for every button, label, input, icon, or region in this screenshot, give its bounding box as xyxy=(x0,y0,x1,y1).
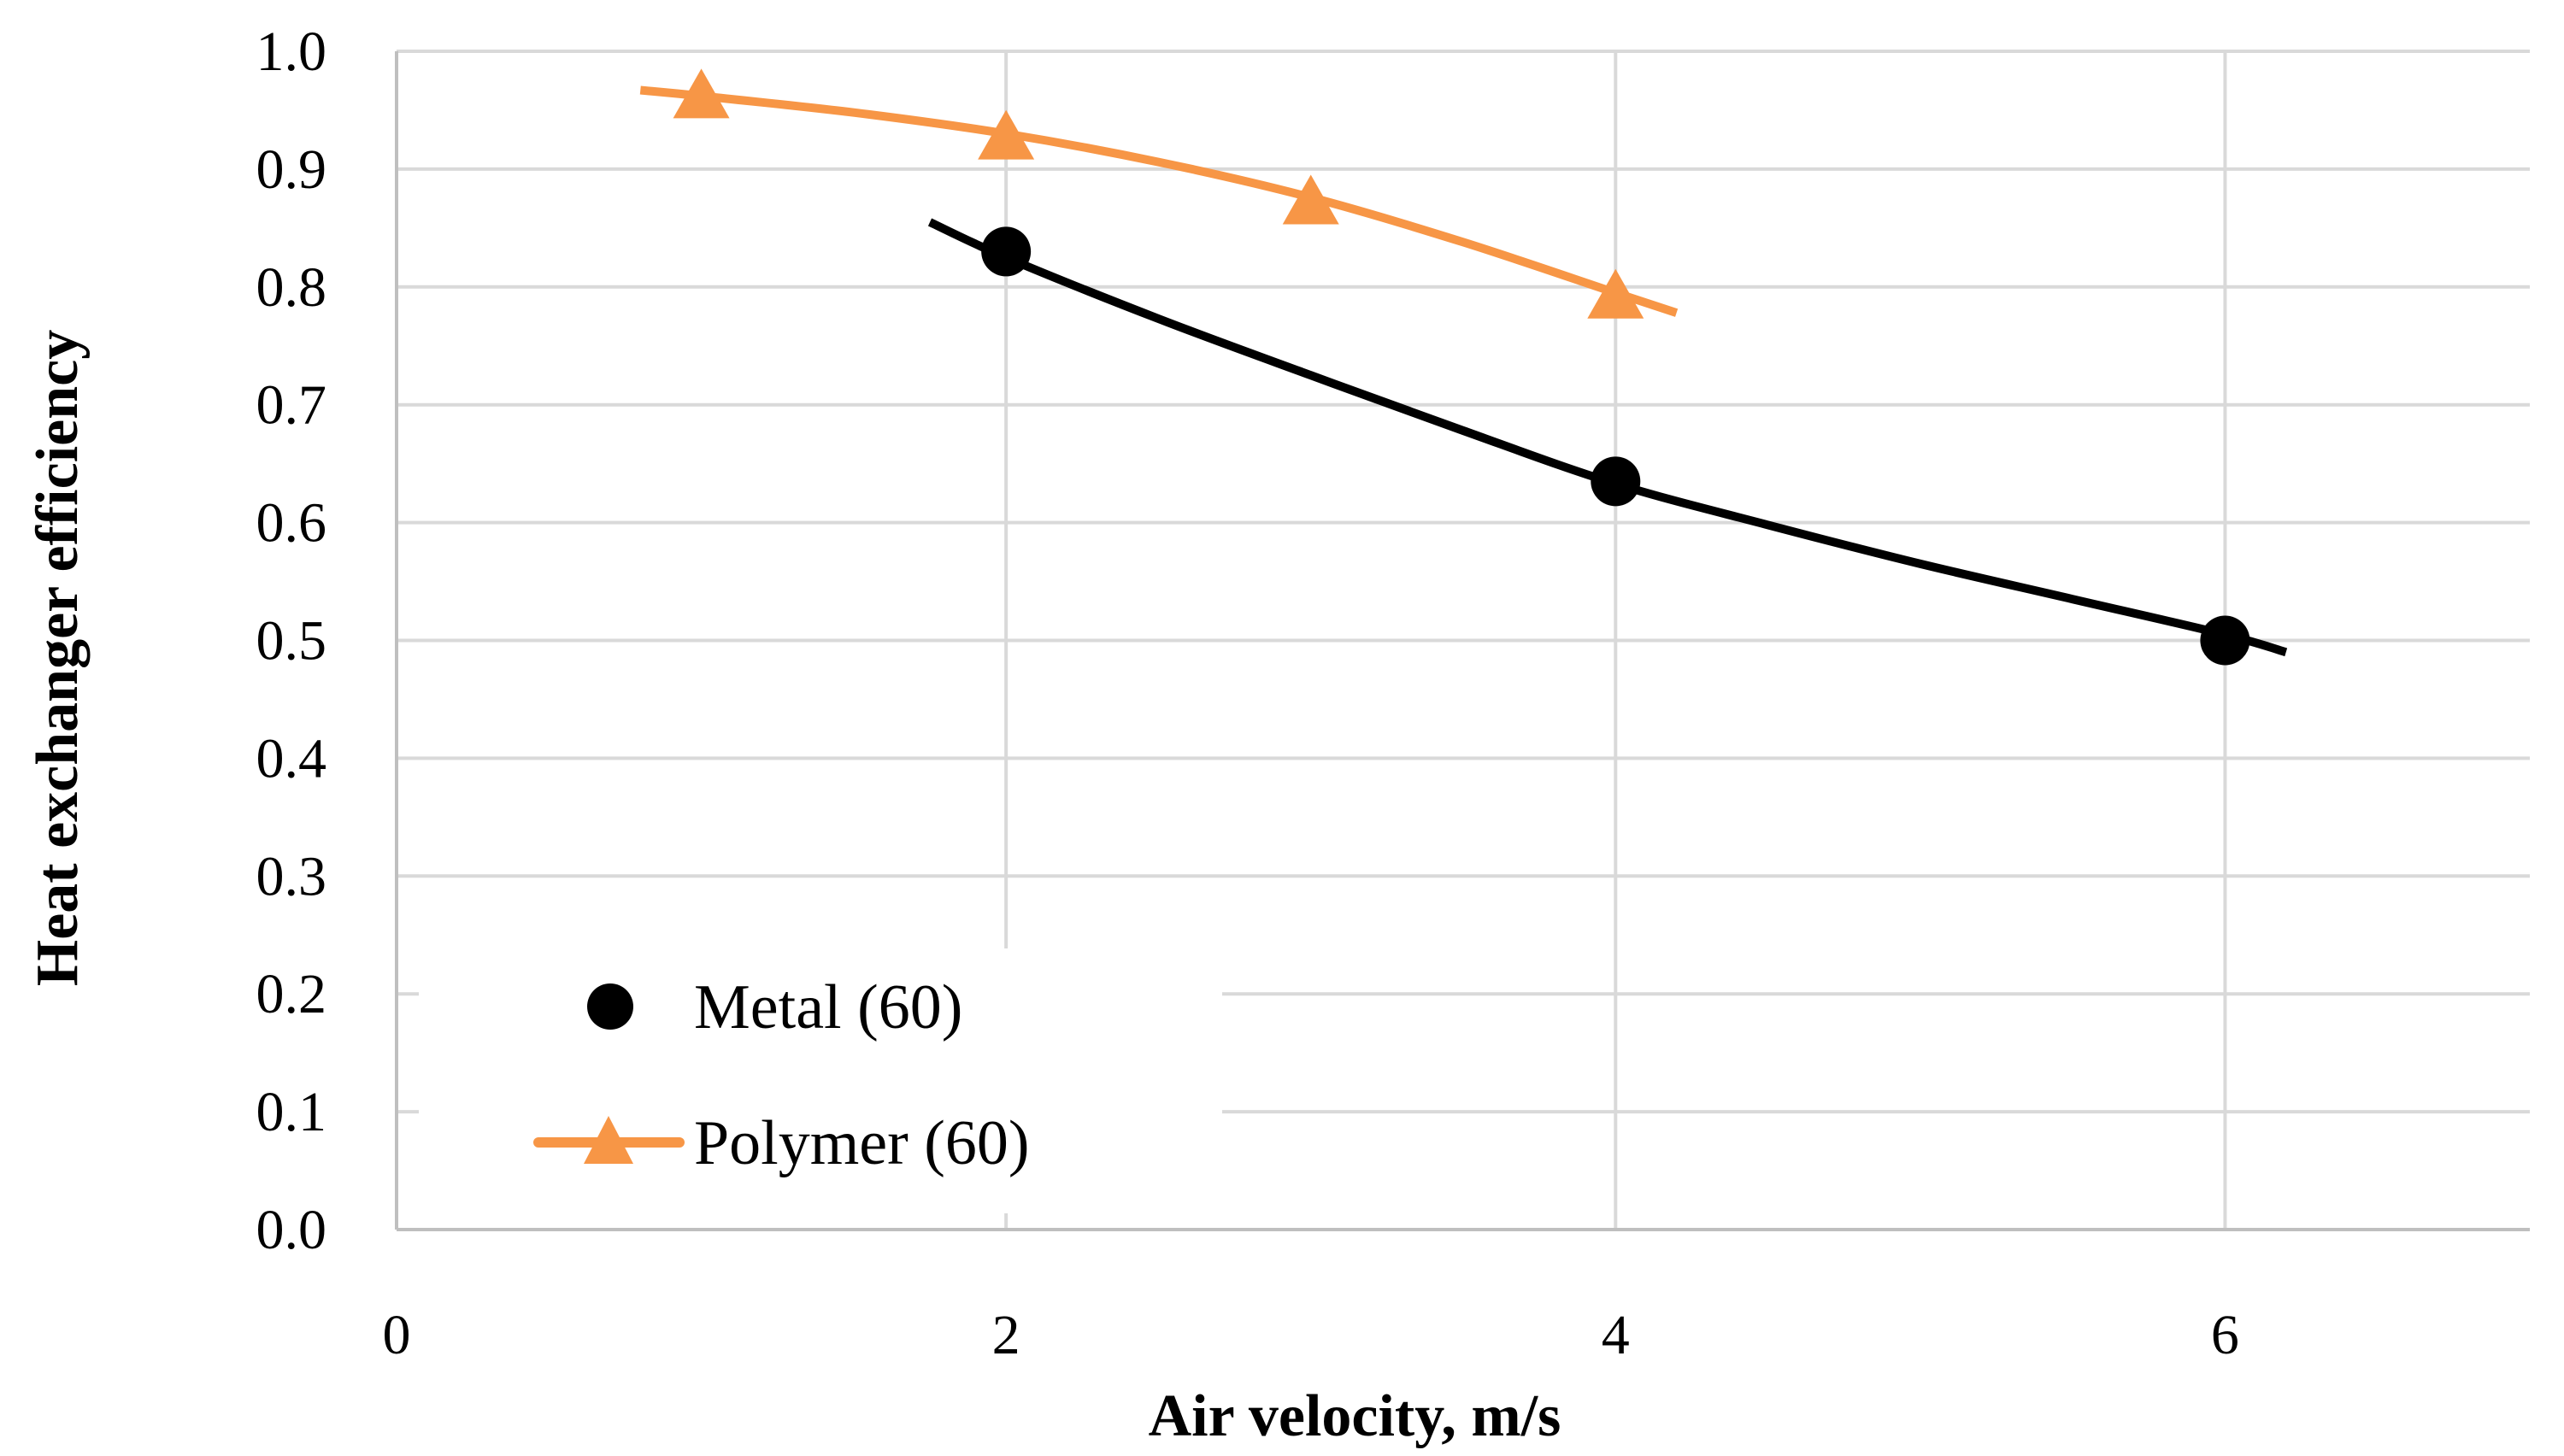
legend: Metal (60) Polymer (60) xyxy=(419,948,1222,1213)
x-tick-label: 0 xyxy=(383,1304,411,1366)
x-axis-title: Air velocity, m/s xyxy=(1149,1383,1561,1449)
metal-point xyxy=(1591,456,1641,507)
x-tick-label: 6 xyxy=(2211,1304,2239,1366)
y-tick-label: 0.0 xyxy=(256,1199,327,1261)
y-tick-label: 0.5 xyxy=(256,610,327,672)
polymer-point xyxy=(1587,268,1644,319)
polymer-trendline xyxy=(639,85,1679,317)
x-tick-label: 4 xyxy=(1602,1304,1630,1366)
y-tick-label: 0.1 xyxy=(256,1081,327,1143)
y-tick-label: 0.6 xyxy=(256,492,327,555)
polymer-point xyxy=(978,109,1035,160)
y-tick-label: 1.0 xyxy=(256,21,327,83)
tick-layer: 0.0 0.1 0.2 0.3 0.4 0.5 0.6 0.7 0.8 0.9 1.0 0 2 4 6 xyxy=(256,21,2239,1366)
legend-polymer-marker xyxy=(584,1116,633,1164)
legend-metal-marker xyxy=(587,983,633,1030)
legend-metal-label: Metal (60) xyxy=(694,972,962,1042)
x-tick-label: 2 xyxy=(992,1304,1020,1366)
metal-point xyxy=(981,226,1032,277)
y-tick-label: 0.4 xyxy=(256,727,327,790)
series-layer xyxy=(639,68,2288,666)
metal-point xyxy=(2200,615,2250,666)
y-tick-label: 0.8 xyxy=(256,256,327,319)
y-tick-label: 0.2 xyxy=(256,963,327,1025)
legend-polymer-label: Polymer (60) xyxy=(694,1108,1030,1178)
y-axis-title: Heat exchanger efficiency xyxy=(25,330,91,986)
legend-background xyxy=(419,948,1222,1213)
polymer-point xyxy=(1282,174,1339,225)
axis-layer xyxy=(395,51,2530,1231)
y-tick-label: 0.7 xyxy=(256,374,327,437)
y-tick-label: 0.3 xyxy=(256,845,327,907)
y-tick-label: 0.9 xyxy=(256,138,327,201)
polymer-point xyxy=(673,68,730,119)
